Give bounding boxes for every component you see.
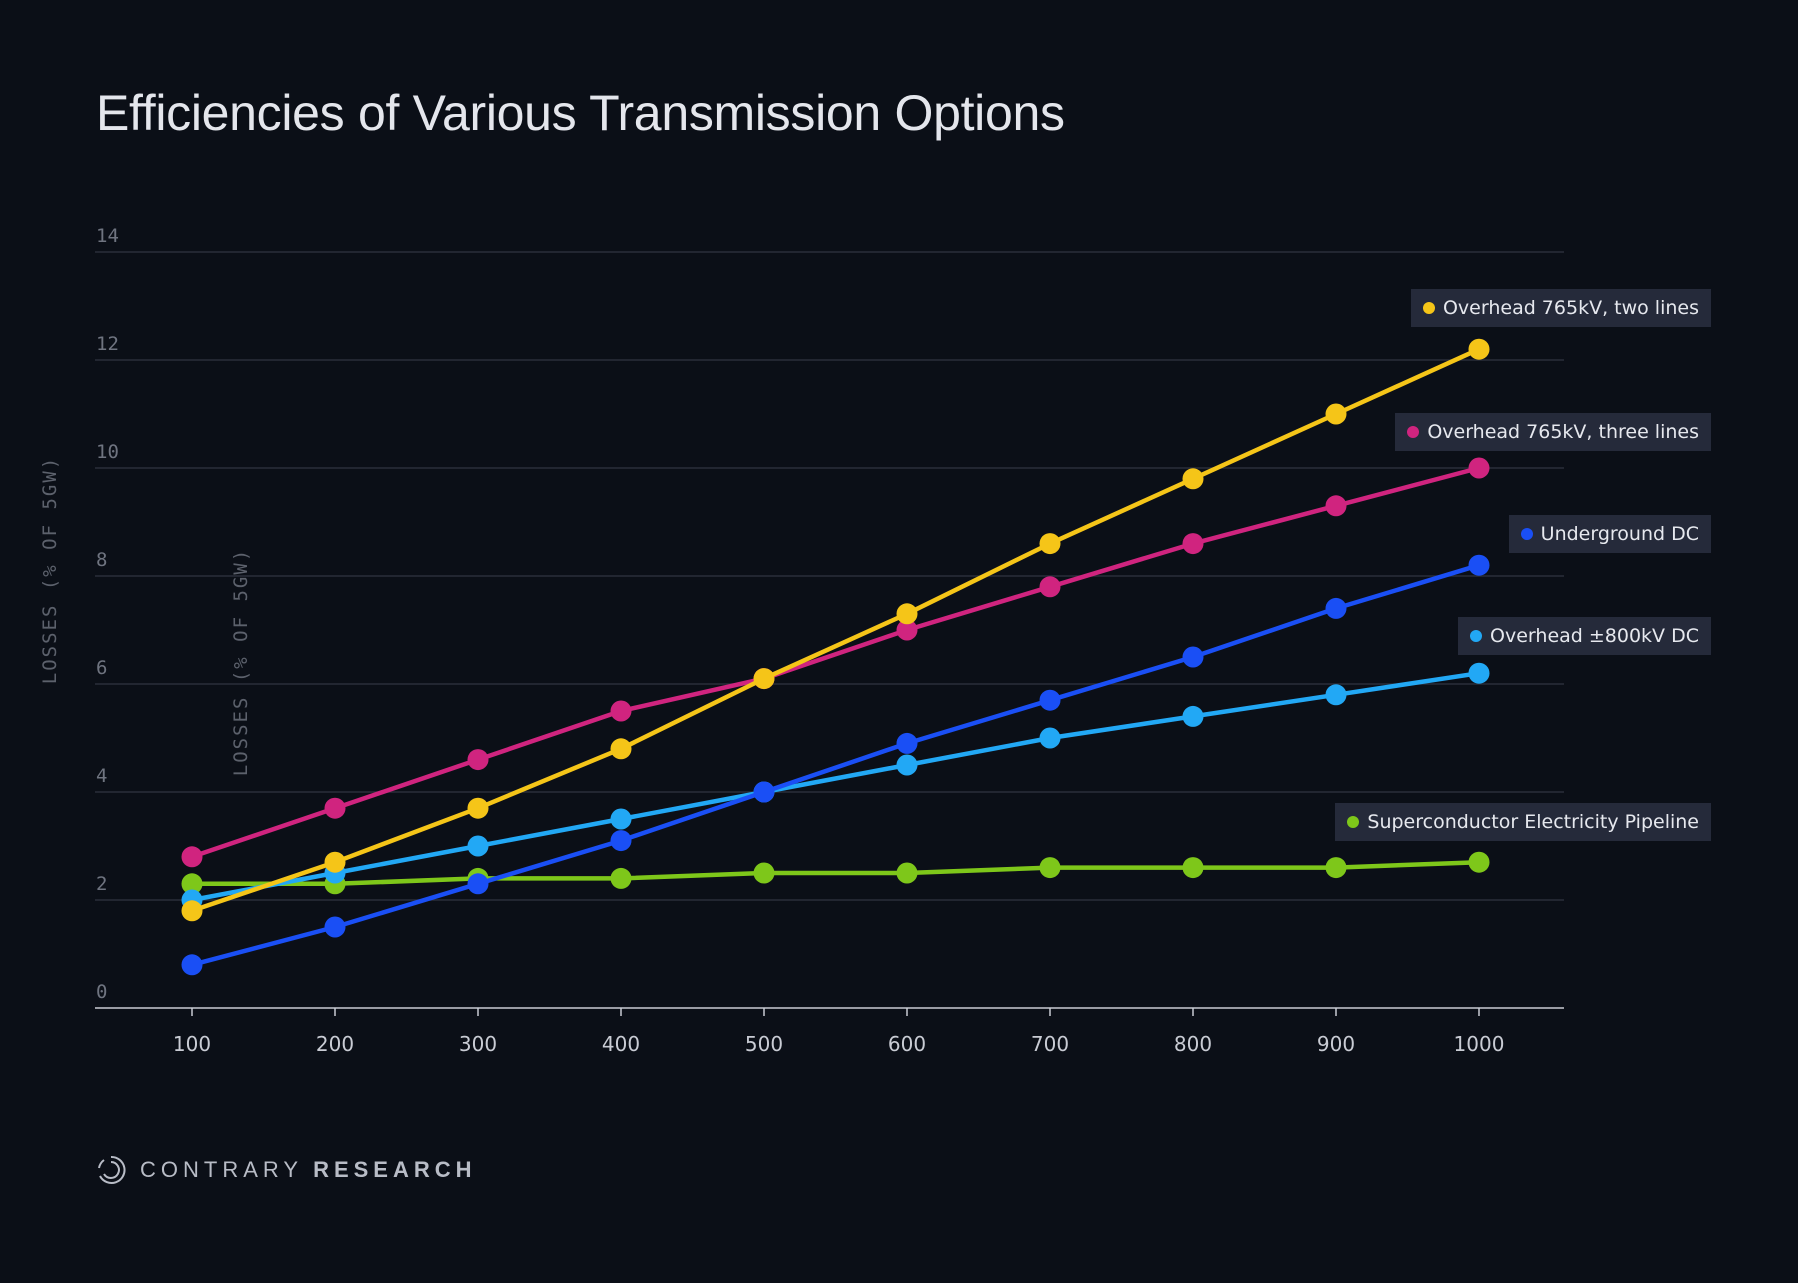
brand-name-light: CONTRARY — [140, 1157, 304, 1182]
data-point — [896, 619, 918, 641]
data-point — [753, 781, 775, 803]
data-point — [1325, 857, 1347, 879]
x-tick-label: 700 — [1031, 1032, 1069, 1056]
data-point — [1182, 533, 1204, 555]
data-point — [896, 603, 918, 625]
data-point — [1039, 576, 1061, 598]
data-point — [1182, 468, 1204, 490]
data-point — [610, 808, 632, 830]
y-tick-label: 0 — [96, 981, 107, 1003]
legend-dot-icon — [1347, 816, 1360, 828]
y-tick-label: 6 — [96, 657, 107, 679]
data-point — [324, 851, 346, 873]
legend-label: Overhead 765kV, three lines — [1427, 421, 1699, 443]
data-point — [610, 700, 632, 722]
data-point — [467, 835, 489, 857]
data-point — [753, 862, 775, 884]
x-tick-label: 300 — [459, 1032, 497, 1056]
data-point — [896, 754, 918, 776]
data-point — [1468, 338, 1490, 360]
y-tick-label: 8 — [96, 549, 107, 571]
x-tick-label: 900 — [1317, 1032, 1355, 1056]
data-point — [1039, 727, 1061, 749]
data-point — [1182, 705, 1204, 727]
y-tick-label: 2 — [96, 873, 107, 895]
y-axis-title: LOSSES (% OF 5GW) — [39, 456, 61, 684]
y-tick-label: 10 — [96, 441, 119, 463]
x-tick-label: 100 — [173, 1032, 211, 1056]
data-point — [181, 954, 203, 976]
legend-dot-icon — [1407, 426, 1420, 438]
x-tick-label: 500 — [745, 1032, 783, 1056]
legend-item: Overhead ±800kV DC — [1458, 617, 1711, 655]
data-point — [896, 732, 918, 754]
data-point — [753, 668, 775, 690]
data-point — [1325, 597, 1347, 619]
data-point — [1039, 533, 1061, 555]
x-tick-label: 800 — [1174, 1032, 1212, 1056]
y-tick-label: 14 — [96, 225, 119, 247]
data-point — [181, 900, 203, 922]
data-point — [1182, 857, 1204, 879]
legend-label: Superconductor Electricity Pipeline — [1367, 811, 1699, 833]
legend-dot-icon — [1470, 630, 1483, 642]
series-line — [191, 465, 1480, 859]
legend-item: Underground DC — [1508, 515, 1711, 553]
y-tick-label: 12 — [96, 333, 119, 355]
series-line — [191, 347, 1480, 913]
data-point — [1182, 646, 1204, 668]
legend-item: Overhead 765kV, three lines — [1395, 413, 1711, 451]
data-point — [181, 846, 203, 868]
data-point — [1468, 457, 1490, 479]
data-point — [1039, 689, 1061, 711]
y-axis-title: LOSSES (% OF 5GW) — [230, 548, 252, 776]
contrary-logo-icon — [98, 1155, 126, 1184]
data-point — [1468, 662, 1490, 684]
x-tick-label: 600 — [888, 1032, 926, 1056]
chart-title: Efficiencies of Various Transmission Opt… — [96, 85, 1065, 141]
x-tick-label: 1000 — [1454, 1032, 1505, 1056]
x-tick-label: 400 — [602, 1032, 640, 1056]
legend-dot-icon — [1520, 528, 1533, 540]
legend-label: Overhead 765kV, two lines — [1442, 297, 1699, 319]
data-point — [467, 749, 489, 771]
data-point — [896, 862, 918, 884]
series-line — [192, 859, 1480, 887]
series-line — [191, 670, 1480, 903]
data-point — [1325, 403, 1347, 425]
data-point — [610, 830, 632, 852]
data-point — [610, 867, 632, 889]
data-point — [467, 873, 489, 895]
brand-name-bold: RESEARCH — [313, 1157, 477, 1182]
y-tick-label: 4 — [96, 765, 107, 787]
data-point — [1325, 684, 1347, 706]
brand-logo: CONTRARY RESEARCH — [96, 1154, 477, 1186]
legend-dot-icon — [1422, 302, 1435, 314]
data-point — [181, 873, 203, 895]
data-point — [610, 738, 632, 760]
data-point — [1468, 851, 1490, 873]
data-point — [1325, 495, 1347, 517]
data-point — [1039, 857, 1061, 879]
legend-label: Overhead ±800kV DC — [1490, 625, 1699, 647]
legend-item: Superconductor Electricity Pipeline — [1335, 803, 1711, 841]
data-point — [467, 797, 489, 819]
x-tick-label: 200 — [316, 1032, 354, 1056]
data-point — [324, 916, 346, 938]
data-point — [324, 797, 346, 819]
series-line — [191, 563, 1480, 967]
legend-item: Overhead 765kV, two lines — [1410, 289, 1711, 327]
legend-label: Underground DC — [1540, 523, 1699, 545]
data-point — [1468, 554, 1490, 576]
